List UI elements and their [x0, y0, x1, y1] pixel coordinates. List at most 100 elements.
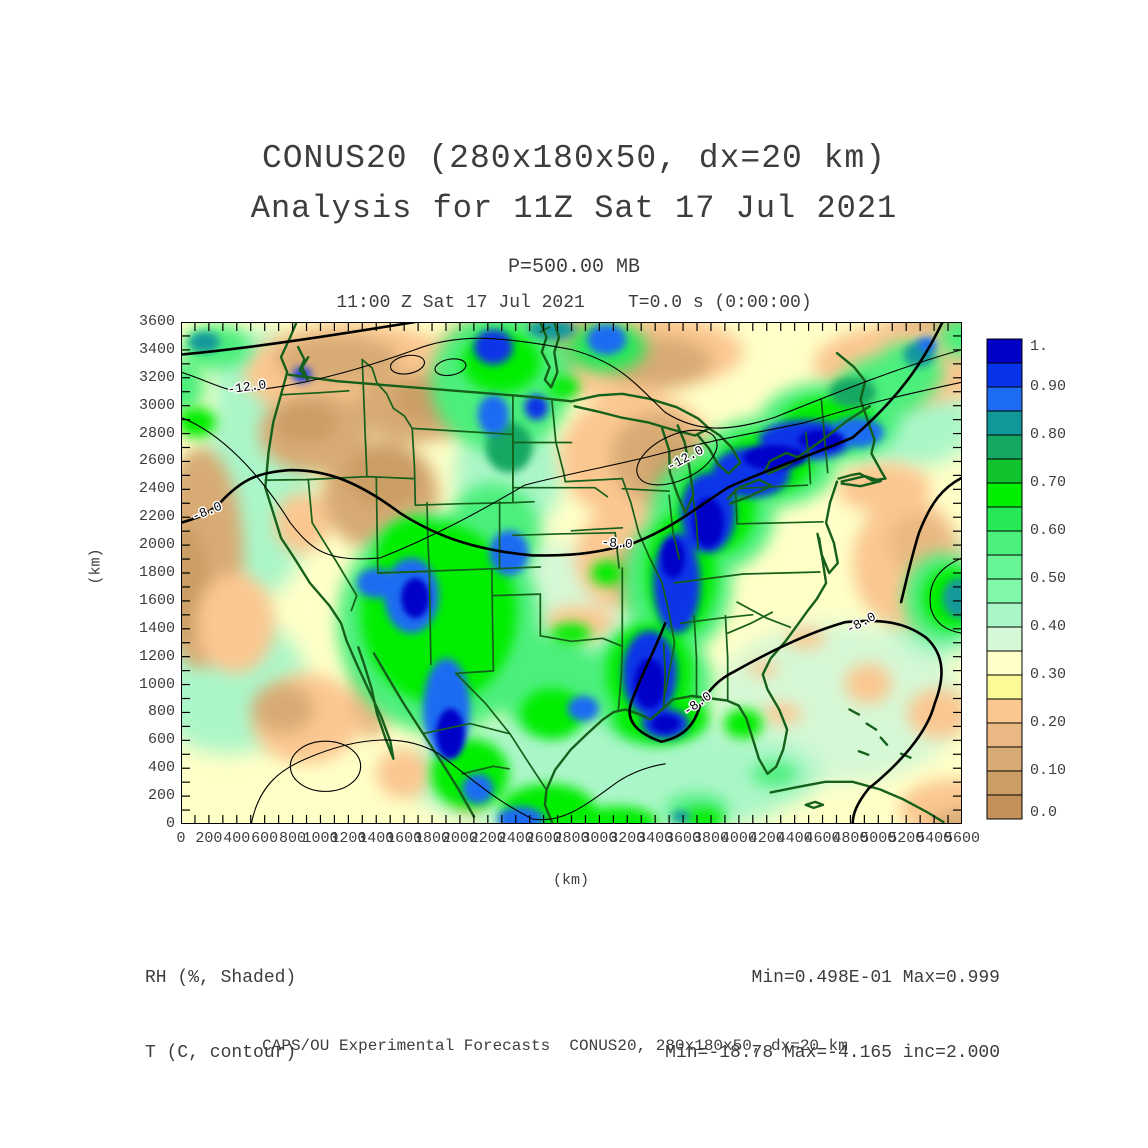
colorbar-cell: [986, 578, 1023, 604]
x-tick-label: 1400: [358, 830, 395, 847]
colorbar-tick-label: 0.60: [1030, 522, 1067, 539]
x-tick-label: 1000: [302, 830, 339, 847]
temperature-contours: [181, 322, 962, 824]
x-tick-label: 4200: [748, 830, 785, 847]
y-tick-label: 3200: [138, 368, 175, 386]
state-and-coast-boundaries: [264, 322, 945, 824]
valid-time-label: 11:00 Z Sat 17 Jul 2021 T=0.0 s (0:00:00…: [336, 293, 812, 313]
colorbar-cell: [986, 530, 1023, 556]
colorbar-tick-label: 0.90: [1030, 378, 1067, 395]
x-tick-label: 1800: [414, 830, 451, 847]
x-tick-label: 5000: [860, 830, 897, 847]
colorbar-tick-label: 1.: [1030, 338, 1049, 355]
y-tick-label: 0: [165, 815, 175, 832]
axis-ticks: [180, 321, 963, 825]
x-tick-label: 800: [279, 830, 307, 847]
contour-label: -12.0: [227, 377, 268, 397]
contour-stats: Min=-18.78 Max=-4.165 inc=2.000: [665, 1043, 1000, 1063]
x-tick-label: 200: [195, 830, 223, 847]
contour-field-label: T (C, contour): [145, 1043, 297, 1063]
colorbar-tick-label: 0.20: [1030, 714, 1067, 731]
colorbar-tick-label: 0.80: [1030, 426, 1067, 443]
x-tick-label: 4400: [776, 830, 813, 847]
x-tick-label: 400: [223, 830, 251, 847]
y-tick-label: 400: [147, 759, 175, 777]
colorbar-cell: [986, 650, 1023, 676]
colorbar-cell: [986, 482, 1023, 508]
y-tick-label: 2200: [138, 508, 175, 526]
y-tick-label: 1600: [138, 591, 175, 609]
colorbar-cell: [986, 362, 1023, 388]
colorbar-cell: [986, 554, 1023, 580]
y-tick-label: 2400: [138, 480, 175, 498]
x-tick-label: 4800: [832, 830, 869, 847]
colorbar-tick-label: 0.0: [1030, 804, 1058, 821]
colorbar-cell: [986, 626, 1023, 652]
colorbar-tick-label: 0.50: [1030, 570, 1067, 587]
colorbar-cell: [986, 770, 1023, 796]
x-tick-label: 5200: [888, 830, 925, 847]
y-tick-label: 2000: [138, 536, 175, 554]
y-axis-title: (km): [87, 548, 105, 585]
x-tick-label: 5400: [916, 830, 953, 847]
colorbar-cell: [986, 698, 1023, 724]
pressure-level-label: P=500.00 MB: [507, 256, 641, 279]
y-tick-label: 1200: [138, 647, 175, 665]
x-tick-label: 2200: [469, 830, 506, 847]
x-tick-label: 4600: [804, 830, 841, 847]
page-subtitle: Analysis for 11Z Sat 17 Jul 2021: [250, 190, 898, 227]
colorbar-cell: [986, 746, 1023, 772]
colorbar-cell: [986, 386, 1023, 412]
x-tick-label: 3000: [581, 830, 618, 847]
x-tick-label: 3600: [665, 830, 702, 847]
y-tick-label: 1400: [138, 619, 175, 637]
shaded-stats: Min=0.498E-01 Max=0.999: [751, 968, 1000, 988]
colorbar: [986, 338, 1023, 820]
x-tick-label: 3400: [637, 830, 674, 847]
y-tick-label: 3600: [138, 313, 175, 330]
contour-label: -8.0: [601, 535, 633, 552]
x-tick-label: 2400: [497, 830, 534, 847]
colorbar-tick-label: 0.70: [1030, 474, 1067, 491]
y-tick-label: 2800: [138, 424, 175, 442]
y-tick-label: 3400: [138, 340, 175, 358]
x-axis-title: (km): [552, 872, 589, 889]
x-tick-label: 3200: [609, 830, 646, 847]
colorbar-cell: [986, 722, 1023, 748]
y-tick-label: 2600: [138, 452, 175, 470]
field-legend: RH (%, Shaded) T (C, contour): [145, 916, 296, 1116]
y-tick-label: 3000: [138, 396, 175, 414]
colorbar-cell: [986, 602, 1023, 628]
colorbar-cell: [986, 458, 1023, 484]
x-tick-label: 2000: [441, 830, 478, 847]
colorbar-cell: [986, 434, 1023, 460]
field-stats: Min=0.498E-01 Max=0.999 Min=-18.78 Max=-…: [665, 916, 1000, 1116]
x-tick-label: 3800: [692, 830, 729, 847]
colorbar-tick-label: 0.10: [1030, 762, 1067, 779]
y-tick-label: 1000: [138, 675, 175, 693]
shaded-field-label: RH (%, Shaded): [145, 968, 297, 988]
x-tick-label: 4000: [720, 830, 757, 847]
x-tick-label: 600: [251, 830, 279, 847]
x-tick-label: 1200: [330, 830, 367, 847]
colorbar-cell: [986, 338, 1023, 364]
colorbar-cell: [986, 674, 1023, 700]
colorbar-cell: [986, 794, 1023, 820]
footer-credit: CAPS/OU Experimental Forecasts CONUS20, …: [262, 1037, 848, 1055]
rh-shaded-field: [181, 322, 962, 824]
colorbar-tick-label: 0.30: [1030, 666, 1067, 683]
page-title: CONUS20 (280x180x50, dx=20 km): [261, 140, 887, 177]
colorbar-tick-label: 0.40: [1030, 618, 1067, 635]
rh-temperature-map: -12.0-12.0-8.0-8.0-8.0-8.0: [180, 321, 963, 825]
map-plot-area: -12.0 -12.0 -8.0 -8.0 -8.0 -8.0: [180, 321, 963, 825]
x-tick-label: 5600: [943, 830, 980, 847]
y-tick-label: 1800: [138, 564, 175, 581]
colorbar-cell: [986, 506, 1023, 532]
x-tick-label: 2800: [553, 830, 590, 847]
y-tick-label: 200: [147, 787, 175, 805]
y-tick-label: 800: [147, 703, 175, 721]
colorbar-cell: [986, 410, 1023, 436]
x-tick-label: 1600: [386, 830, 423, 847]
x-tick-label: 0: [176, 830, 186, 847]
